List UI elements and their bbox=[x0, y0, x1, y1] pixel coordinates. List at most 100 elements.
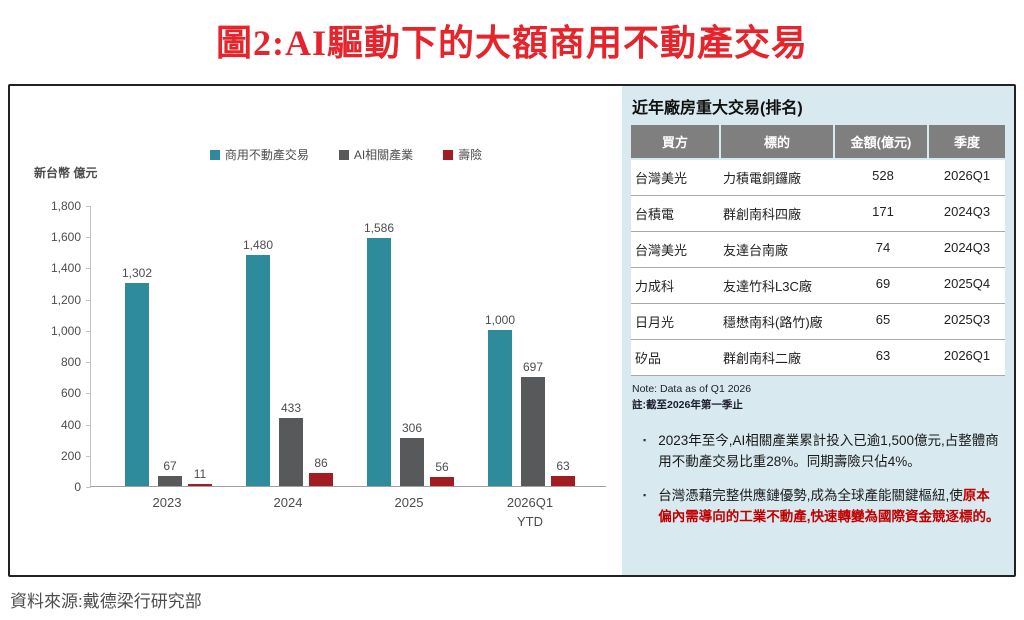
note-english: Note: Data as of Q1 2026 bbox=[632, 383, 752, 395]
bar-with-label: 86 bbox=[309, 206, 333, 486]
legend-item: AI相關產業 bbox=[338, 146, 413, 163]
bar-with-label: 306 bbox=[400, 206, 424, 486]
highlighted-text: 原本偏內需導向的工業不動產,快速轉變為國際資金競逐標的。 bbox=[658, 488, 1000, 525]
legend-label: 商用不動產交易 bbox=[224, 148, 309, 162]
bar-value-label: 56 bbox=[435, 460, 449, 474]
table-cell: 2025Q3 bbox=[943, 312, 991, 327]
bar-value-label: 1,000 bbox=[484, 313, 515, 327]
bar bbox=[279, 418, 303, 486]
y-axis-tick-label: 1,800 bbox=[50, 199, 81, 213]
y-axis-tick-label: 200 bbox=[60, 448, 81, 463]
table-row: 力成科 友達竹科L3C廠 69 2025Q4 bbox=[631, 268, 1005, 304]
bar-group: 1,480 433 86 2024 bbox=[243, 206, 333, 510]
y-axis-tick-label: 1,400 bbox=[50, 261, 81, 276]
y-axis-tick-label: 1,600 bbox=[50, 230, 81, 245]
y-axis-tick-label: 800 bbox=[60, 355, 81, 370]
table-header-cell: 標的 bbox=[721, 125, 833, 158]
legend-swatch-icon bbox=[443, 149, 454, 160]
note-chinese: 註:截至2026年第一季止 bbox=[632, 399, 743, 411]
x-axis-label: 2025 bbox=[394, 495, 424, 510]
table-cell: 63 bbox=[875, 348, 891, 363]
table-cell: 日月光 bbox=[635, 315, 675, 330]
chart-legend: 商用不動產交易 AI相關產業 壽險 bbox=[80, 146, 612, 163]
commentary-bullets: ▪ 2023年至今,AI相關產業累計投入已逾1,500億元,占整體商用不動產交易比… bbox=[631, 430, 1005, 527]
table-row: 台積電 群創南科四廠 171 2024Q3 bbox=[631, 196, 1005, 232]
bar bbox=[487, 330, 512, 486]
table-cell: 矽品 bbox=[635, 351, 662, 366]
table-cell: 台積電 bbox=[635, 207, 675, 222]
bar-value-label: 697 bbox=[522, 360, 544, 374]
page-title: 圖2:AI驅動下的大額商用不動產交易 bbox=[216, 23, 808, 63]
table-cell: 528 bbox=[872, 168, 894, 183]
bar-group: 1,586 306 56 2025 bbox=[363, 206, 454, 510]
table-title: 近年廠房重大交易(排名) bbox=[632, 100, 803, 117]
bullet-item: ▪ 2023年至今,AI相關產業累計投入已逾1,500億元,占整體商用不動產交易比… bbox=[643, 430, 1001, 472]
table-row: 台灣美光 力積電銅鑼廠 528 2026Q1 bbox=[631, 160, 1005, 196]
bar bbox=[188, 484, 212, 486]
y-axis-tick-label: 600 bbox=[60, 386, 81, 401]
table-cell: 穩懋南科(路竹)廠 bbox=[723, 315, 823, 330]
bar bbox=[366, 238, 391, 486]
y-axis-tick-mark bbox=[86, 455, 91, 457]
table-row: 日月光 穩懋南科(路竹)廠 65 2025Q3 bbox=[631, 304, 1005, 340]
source-attribution: 資料來源:戴德梁行研究部 bbox=[10, 592, 202, 611]
bar-with-label: 63 bbox=[551, 206, 575, 486]
y-axis-tick-label: 1,200 bbox=[50, 292, 81, 307]
table-row: 台灣美光 友達台南廠 74 2024Q3 bbox=[631, 232, 1005, 268]
bar-with-label: 67 bbox=[158, 206, 182, 486]
bar bbox=[309, 473, 333, 486]
bar-value-label: 306 bbox=[401, 421, 423, 435]
bar-value-label: 11 bbox=[193, 467, 207, 481]
bullet-text: 台灣憑藉完整供應鏈優勢,成為全球產能關鍵樞紐,使原本偏內需導向的工業不動產,快速… bbox=[658, 488, 1000, 525]
bullet-text: 2023年至今,AI相關產業累計投入已逾1,500億元,占整體商用不動產交易比重… bbox=[658, 433, 999, 470]
table-cell: 2025Q4 bbox=[943, 276, 991, 291]
bar bbox=[551, 476, 575, 486]
y-axis-tick-mark bbox=[86, 330, 91, 332]
bar bbox=[124, 283, 149, 486]
table-cell: 群創南科四廠 bbox=[723, 207, 802, 222]
y-axis-tick-mark bbox=[86, 268, 91, 270]
table-cell: 2024Q3 bbox=[943, 204, 991, 219]
y-axis-tick-mark bbox=[86, 424, 91, 426]
chart-plot-area: 0 200 400 600 800 1,000 1,200 1,400 1,600 1,800 1,… bbox=[51, 199, 606, 529]
table-header-cell: 金額(億元) bbox=[835, 125, 927, 158]
bar-value-label: 433 bbox=[280, 401, 302, 415]
bar bbox=[400, 438, 424, 486]
bar-value-label: 67 bbox=[163, 459, 177, 473]
table-header-cell: 季度 bbox=[929, 125, 1005, 158]
y-axis-tick-mark bbox=[86, 362, 91, 364]
bar bbox=[158, 476, 182, 486]
bar-value-label: 1,586 bbox=[363, 221, 394, 235]
table-cell: 友達竹科L3C廠 bbox=[723, 279, 812, 294]
y-axis-tick-mark bbox=[86, 487, 91, 488]
table-cell: 2024Q3 bbox=[943, 240, 991, 255]
table-cell: 74 bbox=[875, 240, 891, 255]
bar-with-label: 56 bbox=[430, 206, 454, 486]
x-axis-label: 2026Q1 YTD bbox=[506, 495, 554, 529]
table-cell: 69 bbox=[875, 276, 891, 291]
y-axis-tick-mark bbox=[86, 299, 91, 301]
side-panel: 近年廠房重大交易(排名) 買方 標的 金額(億元) 季度 台灣美光 力積電銅鑼廠 528 2… bbox=[622, 86, 1014, 575]
figure-box: 新台幣 億元 商用不動產交易 AI相關產業 壽險 0 200 400 600 800 1,00… bbox=[8, 84, 1016, 577]
x-axis-label: 2024 bbox=[273, 495, 303, 510]
bar-group: 1,000 697 63 2026Q1 YTD bbox=[485, 206, 575, 529]
table-cell: 2026Q1 bbox=[943, 168, 991, 183]
bar bbox=[521, 377, 545, 486]
bar bbox=[430, 477, 454, 486]
table-header-row: 買方 標的 金額(億元) 季度 bbox=[631, 125, 1005, 158]
y-axis-tick-label: 1,000 bbox=[50, 323, 81, 338]
transactions-table: 買方 標的 金額(億元) 季度 台灣美光 力積電銅鑼廠 528 2026Q1 台積電 群創南科四… bbox=[631, 125, 1005, 376]
bar-chart: 新台幣 億元 商用不動產交易 AI相關產業 壽險 0 200 400 600 800 1,00… bbox=[10, 86, 622, 575]
bar-value-label: 63 bbox=[556, 459, 570, 473]
y-axis-tick-label: 0 bbox=[74, 480, 81, 494]
legend-swatch-icon bbox=[338, 149, 349, 160]
y-axis-tick-mark bbox=[86, 393, 91, 395]
table-cell: 171 bbox=[872, 204, 894, 219]
table-cell: 台灣美光 bbox=[635, 243, 688, 258]
table-row: 矽品 群創南科二廠 63 2026Q1 bbox=[631, 340, 1005, 376]
bar-with-label: 1,480 bbox=[243, 206, 273, 486]
bar-with-label: 1,000 bbox=[485, 206, 515, 486]
legend-item: 商用不動產交易 bbox=[209, 146, 309, 163]
bar-value-label: 1,480 bbox=[242, 238, 273, 252]
bullet-icon: ▪ bbox=[643, 435, 647, 445]
